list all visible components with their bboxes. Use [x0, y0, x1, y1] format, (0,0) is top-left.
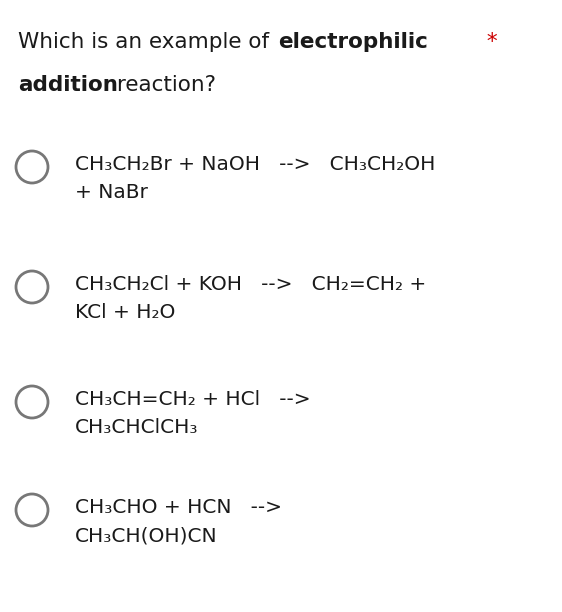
Text: CH₃CH(OH)CN: CH₃CH(OH)CN [75, 526, 217, 545]
Text: reaction?: reaction? [110, 75, 216, 95]
Text: CH₃CH=CH₂ + HCl   -->: CH₃CH=CH₂ + HCl --> [75, 390, 311, 409]
Text: addition: addition [18, 75, 118, 95]
Text: CH₃CHO + HCN   -->: CH₃CHO + HCN --> [75, 498, 282, 517]
Text: CH₃CH₂Cl + KOH   -->   CH₂=CH₂ +: CH₃CH₂Cl + KOH --> CH₂=CH₂ + [75, 275, 426, 294]
Text: Which is an example of: Which is an example of [18, 32, 276, 52]
Text: CH₃CH₂Br + NaOH   -->   CH₃CH₂OH: CH₃CH₂Br + NaOH --> CH₃CH₂OH [75, 155, 436, 174]
Text: + NaBr: + NaBr [75, 183, 148, 202]
Text: CH₃CHClCH₃: CH₃CHClCH₃ [75, 418, 198, 437]
Text: *: * [480, 32, 497, 52]
Text: electrophilic: electrophilic [278, 32, 428, 52]
Text: KCl + H₂O: KCl + H₂O [75, 303, 175, 322]
